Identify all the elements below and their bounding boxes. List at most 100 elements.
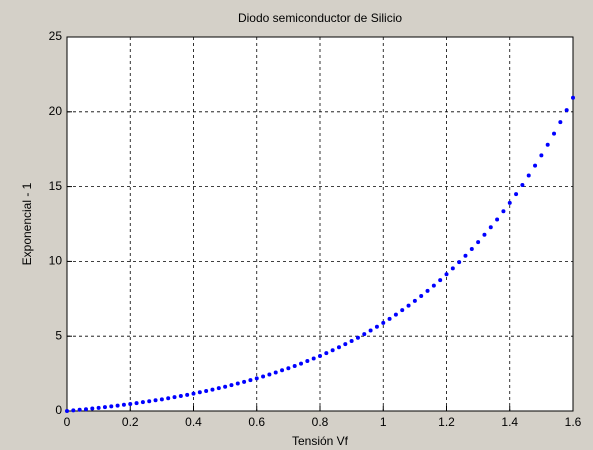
data-point <box>96 405 101 410</box>
y-tick-label: 5 <box>55 328 62 342</box>
y-tick-label: 15 <box>49 179 63 193</box>
data-point <box>558 120 563 125</box>
data-point <box>324 351 329 356</box>
data-point <box>457 260 462 265</box>
data-point <box>235 381 240 386</box>
data-point <box>552 131 557 136</box>
data-point <box>564 108 569 113</box>
data-point <box>267 372 272 377</box>
data-point <box>368 328 373 333</box>
x-tick-label: 1.2 <box>438 415 455 429</box>
data-point <box>545 142 550 147</box>
data-point <box>299 361 304 366</box>
data-point <box>159 397 164 402</box>
data-point <box>469 246 474 251</box>
data-point <box>495 217 500 222</box>
data-point <box>242 379 247 384</box>
data-point <box>286 366 291 371</box>
data-point <box>482 232 487 237</box>
data-point <box>254 376 259 381</box>
data-point <box>412 298 417 303</box>
data-point <box>330 348 335 353</box>
data-point <box>204 388 209 393</box>
data-point <box>343 342 348 347</box>
data-point <box>355 335 360 340</box>
data-point <box>387 316 392 321</box>
data-point <box>102 405 107 410</box>
y-tick-label: 0 <box>55 403 62 417</box>
data-point <box>476 240 481 245</box>
data-point <box>77 407 82 412</box>
data-point <box>336 345 341 350</box>
x-tick-label: 1.6 <box>565 415 582 429</box>
data-point <box>172 395 177 400</box>
y-tick-label: 25 <box>49 29 63 43</box>
data-point <box>501 209 506 214</box>
data-point <box>318 353 322 358</box>
data-point <box>191 391 196 396</box>
data-point <box>450 266 455 271</box>
data-point <box>185 392 190 397</box>
data-point <box>526 173 531 178</box>
y-axis-label: Exponencial - 1 <box>20 182 34 265</box>
data-point <box>514 192 519 197</box>
x-tick-label: 1 <box>380 415 387 429</box>
data-point <box>261 374 266 379</box>
data-point <box>153 398 158 403</box>
x-tick-label: 0.8 <box>312 415 329 429</box>
data-point <box>463 253 468 258</box>
data-point <box>280 368 285 373</box>
data-point <box>134 401 139 406</box>
data-point <box>349 338 354 343</box>
data-point <box>488 225 493 230</box>
data-point <box>539 153 544 158</box>
data-point <box>362 332 367 337</box>
data-point <box>109 404 114 409</box>
data-point <box>305 359 310 364</box>
x-axis-label: Tensión Vf <box>292 434 349 448</box>
data-point <box>381 320 386 325</box>
data-point <box>166 396 171 401</box>
data-point <box>507 200 512 205</box>
data-point <box>419 293 424 298</box>
data-point <box>90 406 95 411</box>
data-point <box>273 370 278 375</box>
x-tick-label: 0 <box>64 415 71 429</box>
x-tick-label: 0.2 <box>122 415 139 429</box>
data-point <box>393 312 398 317</box>
data-point <box>197 390 202 395</box>
data-point <box>210 387 215 392</box>
y-tick-label: 20 <box>49 104 63 118</box>
x-tick-label: 0.4 <box>185 415 202 429</box>
data-point <box>128 401 133 406</box>
data-point <box>425 288 430 293</box>
data-point <box>65 409 69 413</box>
chart-title: Diodo semiconductor de Silicio <box>238 11 402 25</box>
y-tick-label: 10 <box>49 254 63 268</box>
data-point <box>520 182 525 187</box>
data-point <box>571 95 575 100</box>
data-point <box>431 283 436 288</box>
data-point <box>229 383 234 388</box>
data-point <box>223 384 228 389</box>
x-tick-label: 1.4 <box>501 415 518 429</box>
data-point <box>71 408 76 413</box>
data-point <box>83 407 88 412</box>
data-point <box>178 394 183 399</box>
data-point <box>406 303 411 308</box>
data-point <box>216 386 221 391</box>
data-point <box>121 402 126 407</box>
data-point <box>400 308 405 313</box>
data-point <box>374 324 379 329</box>
data-point <box>248 378 253 383</box>
data-point <box>438 278 443 283</box>
x-tick-label: 0.6 <box>248 415 265 429</box>
data-point <box>311 356 316 361</box>
data-point <box>533 163 538 168</box>
data-point <box>115 403 120 408</box>
data-point <box>147 399 152 404</box>
data-point <box>444 272 449 277</box>
data-point <box>140 400 145 405</box>
data-point <box>292 363 297 368</box>
